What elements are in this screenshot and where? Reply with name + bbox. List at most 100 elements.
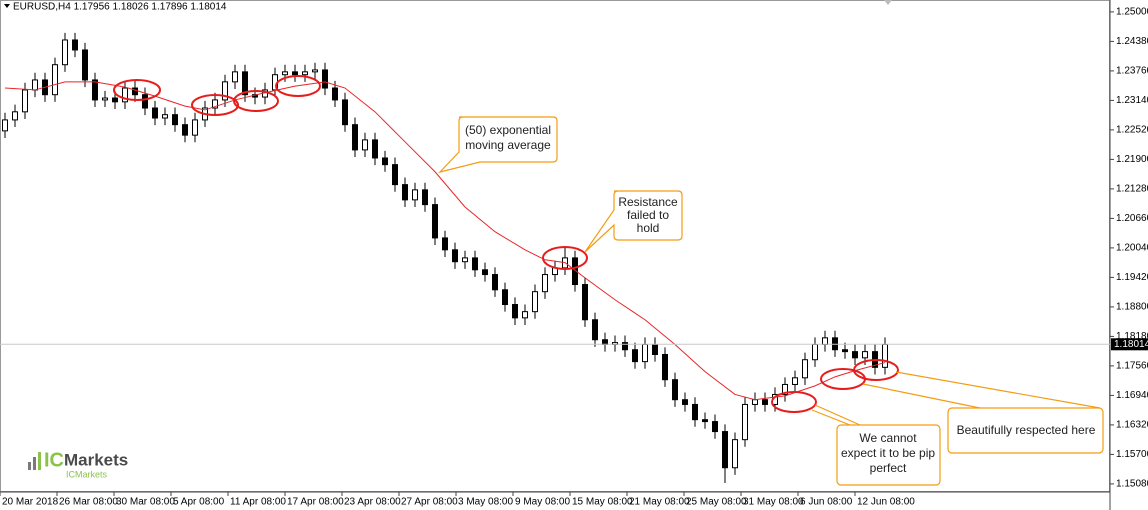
candle-body [592,319,598,341]
callout [584,190,683,253]
ellipse [820,368,866,390]
callout-shapes [438,116,1104,486]
logo-sub: ICMarkets [66,469,108,479]
callout-text: failed to [627,208,669,222]
candle-body [632,349,638,363]
candle-body [752,399,758,405]
last-price-label: 1.18014 [1114,339,1148,350]
callout-text: Beautifully respected here [957,423,1096,437]
candle-body [782,383,788,395]
candle-body [62,39,68,66]
candle-body [652,343,658,355]
pointer [895,371,1101,409]
y-tick-label: 1.21280 [1116,184,1148,195]
candle-body [472,257,478,271]
logo: IC Markets ICMarkets [28,449,128,479]
candle-body [392,164,398,186]
candle-body [372,139,378,159]
x-tick-label: 30 Mar 08:00 [116,497,175,508]
candle-body [452,249,458,263]
y-tick-label: 1.18180 [1116,331,1148,342]
callout-texts: (50) exponential moving average Resistan… [465,123,1096,475]
candle-body [412,189,418,201]
candle-body [422,189,428,206]
candle-body [82,49,88,81]
candle-body [232,71,238,83]
moving-average-line [4,81,886,401]
scroll-marker [884,0,892,5]
y-tick-label: 1.23140 [1116,95,1148,106]
y-tick-label: 1.16940 [1116,390,1148,401]
candle-body [352,124,358,151]
x-tick-label: 12 Jun 08:00 [857,497,915,508]
candle-body [482,269,488,276]
callout-text: moving average [465,138,551,152]
candle-body [32,79,38,91]
y-tick-label: 1.15700 [1116,449,1148,460]
y-tick-label: 1.17560 [1116,361,1148,372]
candle-body [172,114,178,126]
plot-frame [0,0,1110,492]
y-tick-label: 1.22520 [1116,125,1148,136]
candle-body [192,119,198,136]
x-tick-label: 20 Mar 2018 [2,497,59,508]
x-tick-label: 21 May 08:00 [629,497,690,508]
y-tick-label: 1.20660 [1116,213,1148,224]
logo-bar [33,457,36,470]
callout-pointers [811,371,1101,426]
candle-body [492,274,498,291]
candle-body [812,343,818,361]
last-price-tag [1111,338,1148,351]
candle-body [762,399,768,405]
candle-body [822,337,828,345]
x-tick-label: 5 Apr 08:00 [173,497,225,508]
candle-body [502,289,508,306]
candle-body [862,351,868,359]
candle-body [182,124,188,136]
callout-text: We cannot [859,431,917,445]
y-tick-label: 1.19420 [1116,272,1148,283]
candle-body [242,71,248,96]
candle-body [642,343,648,363]
candle-body [432,204,438,239]
y-tick-label: 1.21900 [1116,154,1148,165]
y-tick-label: 1.20040 [1116,243,1148,254]
logo-brand: Markets [64,450,128,469]
candle-body [332,87,338,101]
x-tick-label: 17 Apr 08:00 [287,497,344,508]
candle-body [622,342,628,351]
ellipse [275,75,321,97]
candle-body [792,377,798,385]
candle-body [832,337,838,351]
candle-body [52,64,58,96]
ellipse [542,246,588,270]
candle-body [292,71,298,76]
y-tick-label: 1.23760 [1116,66,1148,77]
candle-body [512,304,518,319]
y-tick-label: 1.16320 [1116,420,1148,431]
candle-body [722,431,728,469]
candle-body [382,157,388,166]
ellipse [233,90,279,112]
logo-bar [38,452,41,470]
candle-body [582,284,588,321]
x-tick-label: 27 Apr 08:00 [401,497,458,508]
candle-body [702,419,708,423]
callout-text: Resistance [618,195,678,209]
pointer [862,383,981,409]
candle-body [122,87,128,103]
candle-body [152,107,158,119]
candle-body [882,343,888,368]
candle-body [572,257,578,286]
candle-body [162,114,168,119]
candle-body [842,349,848,353]
candle-body [132,87,138,96]
logo-prefix: IC [44,449,64,471]
x-tick-label: 25 May 08:00 [686,497,747,508]
candle-body [682,399,688,405]
x-tick-label: 23 Apr 08:00 [344,497,401,508]
candle-body [342,99,348,126]
candle-body [442,237,448,251]
callout-text: expect it to be pip [841,446,935,460]
candle-body [142,94,148,109]
